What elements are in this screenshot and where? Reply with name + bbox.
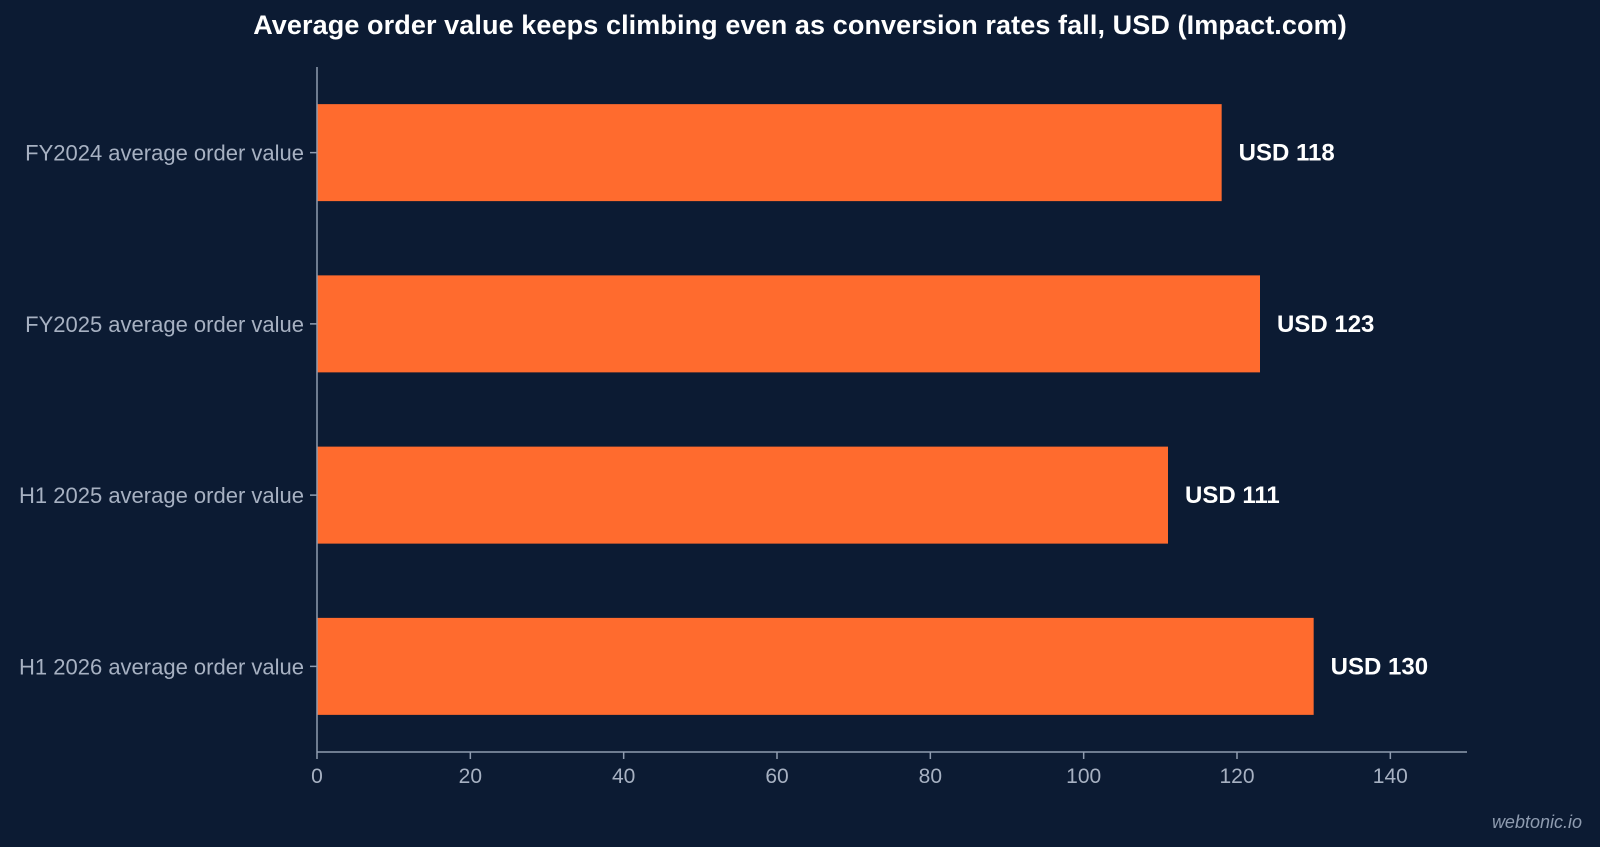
y-tick-label: H1 2026 average order value (19, 654, 304, 679)
x-tick-label: 140 (1373, 765, 1408, 788)
y-tick-label: H1 2025 average order value (19, 483, 304, 508)
x-tick-label: 80 (919, 765, 942, 788)
bar (317, 617, 1314, 715)
x-tick-label: 20 (459, 765, 482, 788)
value-label: USD 123 (1277, 311, 1374, 338)
bar (317, 446, 1168, 544)
watermark: webtonic.io (1491, 812, 1582, 832)
value-label: USD 111 (1185, 482, 1280, 509)
x-tick-label: 40 (612, 765, 635, 788)
axes-group: FY2024 average order value FY2025 average… (19, 67, 1467, 788)
chart-title: Average order value keeps climbing even … (253, 10, 1347, 40)
y-tick-label: FY2024 average order value (25, 141, 304, 166)
x-tick-label: 0 (311, 765, 323, 788)
bar (317, 275, 1260, 373)
bar (317, 104, 1222, 202)
x-tick-label: 60 (765, 765, 788, 788)
value-label: USD 118 (1239, 140, 1335, 167)
bars-group: USD 118 USD 123 USD 111 USD 130 (317, 104, 1428, 715)
value-label: USD 130 (1331, 653, 1428, 680)
x-tick-label: 100 (1066, 765, 1101, 788)
x-tick-label: 120 (1219, 765, 1254, 788)
y-tick-label: FY2025 average order value (25, 312, 304, 337)
